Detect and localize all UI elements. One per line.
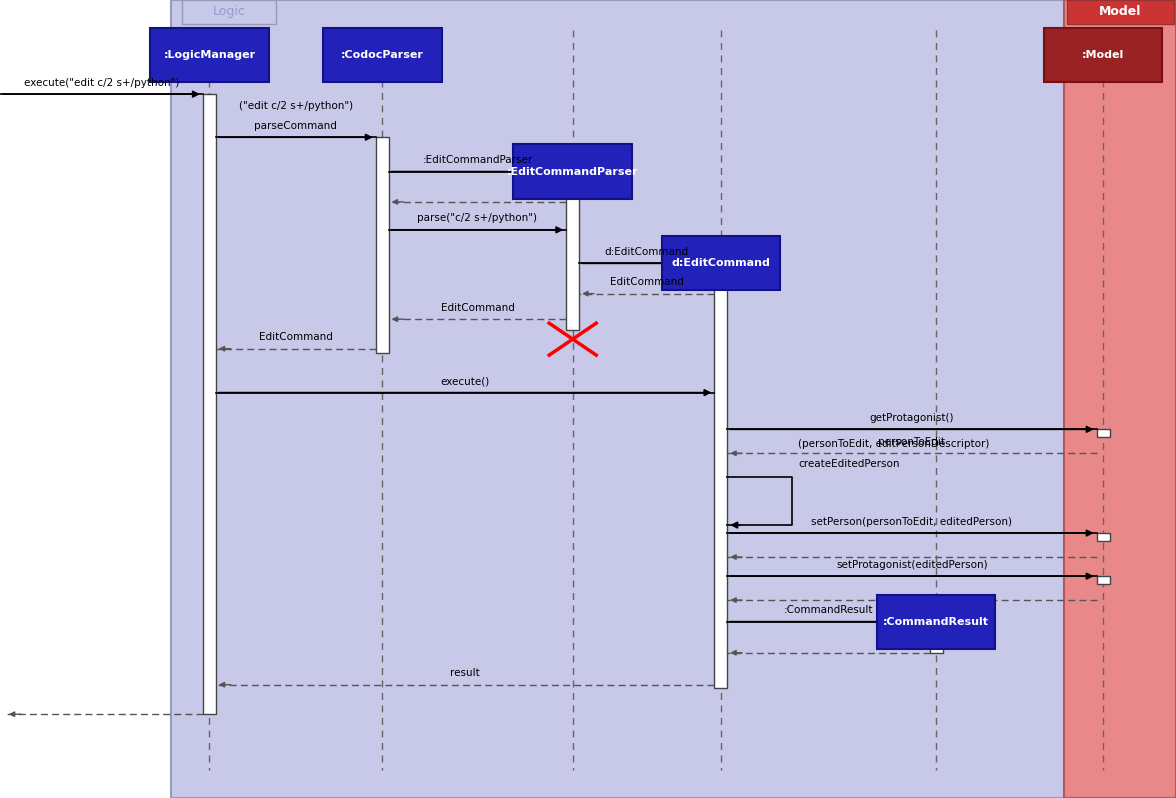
FancyBboxPatch shape: [567, 172, 579, 330]
Text: :CommandResult: :CommandResult: [883, 617, 989, 626]
FancyBboxPatch shape: [1096, 533, 1110, 541]
Text: :Model: :Model: [1082, 50, 1124, 60]
Text: execute("edit c/2 s+/python"): execute("edit c/2 s+/python"): [24, 77, 179, 88]
FancyBboxPatch shape: [322, 28, 442, 82]
Text: EditCommand: EditCommand: [610, 277, 683, 287]
Text: :CodocParser: :CodocParser: [341, 50, 423, 60]
Text: ("edit c/2 s+/python"): ("edit c/2 s+/python"): [239, 101, 353, 111]
Text: execute(): execute(): [441, 376, 489, 386]
Text: createEditedPerson: createEditedPerson: [797, 459, 900, 469]
FancyBboxPatch shape: [1067, 0, 1174, 24]
Text: :EditCommandParser: :EditCommandParser: [507, 167, 639, 176]
FancyBboxPatch shape: [151, 28, 268, 82]
FancyBboxPatch shape: [1044, 28, 1162, 82]
FancyBboxPatch shape: [715, 263, 727, 688]
Text: getProtagonist(): getProtagonist(): [870, 413, 954, 423]
FancyBboxPatch shape: [376, 137, 388, 353]
Text: EditCommand: EditCommand: [259, 332, 333, 342]
Text: d:EditCommand: d:EditCommand: [671, 259, 770, 268]
Text: :LogicManager: :LogicManager: [163, 50, 255, 60]
Bar: [0, 0, 171, 798]
FancyBboxPatch shape: [182, 0, 276, 24]
Text: d:EditCommand: d:EditCommand: [604, 247, 689, 257]
Text: :EditCommandParser: :EditCommandParser: [422, 155, 533, 165]
Text: setPerson(personToEdit, editedPerson): setPerson(personToEdit, editedPerson): [811, 516, 1013, 527]
Text: personToEdit: personToEdit: [878, 437, 946, 447]
Text: :CommandResult: :CommandResult: [783, 605, 874, 615]
FancyBboxPatch shape: [1096, 429, 1110, 437]
FancyBboxPatch shape: [1096, 576, 1110, 584]
Text: EditCommand: EditCommand: [441, 302, 514, 313]
FancyBboxPatch shape: [930, 622, 943, 653]
FancyBboxPatch shape: [202, 94, 216, 714]
FancyBboxPatch shape: [877, 595, 995, 649]
Text: (personToEdit, editPersonDescriptor): (personToEdit, editPersonDescriptor): [797, 439, 989, 449]
Text: Logic: Logic: [213, 6, 246, 18]
Bar: [171, 0, 1135, 798]
Bar: [1064, 0, 1176, 798]
Text: result: result: [450, 668, 480, 678]
Text: Model: Model: [1098, 6, 1142, 18]
Text: setProtagonist(editedPerson): setProtagonist(editedPerson): [836, 559, 988, 570]
FancyBboxPatch shape: [661, 236, 781, 290]
Text: parse("c/2 s+/python"): parse("c/2 s+/python"): [417, 213, 537, 223]
Text: parseCommand: parseCommand: [254, 120, 338, 131]
FancyBboxPatch shape: [513, 144, 633, 199]
